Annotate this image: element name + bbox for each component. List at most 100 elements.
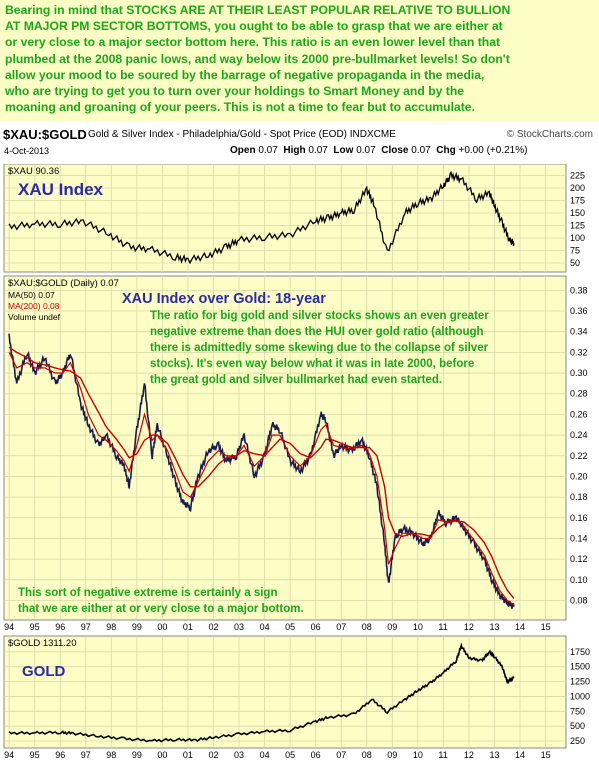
ratio-chart-title: XAU Index over Gold: 18-year <box>122 291 326 307</box>
high-value: 0.07 <box>308 145 328 156</box>
y-tick-label: 200 <box>570 183 585 193</box>
high-label: High <box>283 145 306 156</box>
x-tick-label: 05 <box>285 622 295 632</box>
x-tick-label: 08 <box>362 750 372 760</box>
y-tick-label: 0.22 <box>570 451 588 461</box>
ratio-annotation-line: stocks). It's even way below what it was… <box>150 358 474 370</box>
y-tick-label: 75 <box>570 246 580 256</box>
x-tick-label: 09 <box>387 750 397 760</box>
close-value: 0.07 <box>411 145 431 156</box>
x-tick-label: 99 <box>132 622 142 632</box>
x-tick-label: 96 <box>55 750 65 760</box>
y-tick-label: 750 <box>570 706 585 716</box>
y-tick-label: 100 <box>570 233 585 243</box>
gold-panel-label: $GOLD 1311.20 <box>8 638 76 649</box>
y-tick-label: 0.26 <box>570 409 588 419</box>
ratio-panel-label: $XAU:$GOLD (Daily) 0.07 <box>8 278 119 289</box>
y-tick-label: 0.20 <box>570 471 588 481</box>
x-tick-label: 15 <box>541 750 551 760</box>
chg-value: +0.00 (+0.21%) <box>458 145 528 156</box>
x-tick-label: 02 <box>208 622 218 632</box>
commentary-line: AT MAJOR PM SECTOR BOTTOMS, you ought to… <box>5 19 503 34</box>
x-tick-label: 01 <box>183 622 193 632</box>
y-tick-label: 0.12 <box>570 554 588 564</box>
xau-panel-label: $XAU 90.36 <box>8 166 59 177</box>
y-tick-label: 1250 <box>570 677 590 687</box>
x-tick-label: 00 <box>157 750 167 760</box>
x-tick-label: 13 <box>489 750 499 760</box>
x-tick-label: 12 <box>464 622 474 632</box>
x-tick-label: 99 <box>132 750 142 760</box>
ratio-annotation-line: the great gold and silver bullmarket had… <box>150 374 442 386</box>
chart-header: $XAU:$GOLD Gold & Silver Index - Philade… <box>0 124 599 164</box>
x-tick-label: 15 <box>541 622 551 632</box>
commentary-line: moaning and groaning of your peers. This… <box>5 100 475 115</box>
x-tick-label: 04 <box>260 750 270 760</box>
brand-label[interactable]: © StockCharts.com <box>506 129 593 140</box>
legend-volume: Volume undef <box>8 312 61 322</box>
x-tick-label: 98 <box>106 622 116 632</box>
y-tick-label: 250 <box>570 736 585 746</box>
y-tick-label: 225 <box>570 171 585 181</box>
xau-annotation: XAU Index <box>18 180 104 199</box>
ratio-annotation-line: negative extreme than does the HUI over … <box>150 326 484 338</box>
low-label: Low <box>333 145 354 156</box>
commentary-line: allow your mood to be soured by the barr… <box>5 67 485 82</box>
x-tick-label: 10 <box>413 622 423 632</box>
x-tick-label: 96 <box>55 622 65 632</box>
y-tick-label: 0.38 <box>570 285 588 295</box>
gold-annotation: GOLD <box>22 663 65 680</box>
chg-label: Chg <box>436 145 456 156</box>
x-tick-label: 97 <box>81 622 91 632</box>
x-tick-label: 07 <box>336 750 346 760</box>
x-tick-label: 95 <box>30 622 40 632</box>
x-tick-label: 06 <box>311 750 321 760</box>
x-tick-label: 11 <box>438 750 447 760</box>
ratio-panel: 0.08 0.10 0.12 0.14 0.16 0.18 0.20 0.22 0.24 0.26… <box>3 275 588 632</box>
legend-ma50: MA(50) 0.07 <box>8 290 55 300</box>
quote-bar: Open 0.07 High 0.07 Low 0.07 Close 0.07 … <box>230 145 527 156</box>
bottom-annotation-line: that we are either at or very close to a… <box>18 603 304 615</box>
y-tick-label: 0.10 <box>570 575 588 585</box>
commentary-box: Bearing in mind that STOCKS ARE AT THEIR… <box>0 0 599 121</box>
x-tick-label: 01 <box>183 750 193 760</box>
x-tick-label: 10 <box>413 750 423 760</box>
x-tick-label: 00 <box>157 622 167 632</box>
xau-series-line <box>8 170 515 265</box>
open-value: 0.07 <box>258 145 278 156</box>
x-tick-label: 97 <box>81 750 91 760</box>
y-tick-label: 500 <box>570 721 585 731</box>
y-tick-label: 175 <box>570 196 585 206</box>
x-tick-label: 11 <box>438 622 447 632</box>
x-tick-label: 94 <box>4 622 14 632</box>
y-tick-label: 0.36 <box>570 306 588 316</box>
x-tick-label: 02 <box>208 750 218 760</box>
ratio-series-line <box>8 333 515 609</box>
chart-description: Gold & Silver Index - Philadelphia/Gold … <box>88 129 396 140</box>
x-tick-label: 95 <box>30 750 40 760</box>
y-tick-label: 0.32 <box>570 347 588 357</box>
open-label: Open <box>230 145 256 156</box>
low-value: 0.07 <box>356 145 376 156</box>
ma200-line <box>8 346 515 599</box>
x-tick-label: 05 <box>285 750 295 760</box>
commentary-line: who are trying to get you to turn over y… <box>5 84 465 99</box>
y-tick-label: 0.16 <box>570 513 588 523</box>
x-tick-label: 07 <box>336 622 346 632</box>
x-tick-label: 94 <box>4 750 14 760</box>
y-tick-label: 0.14 <box>570 533 588 543</box>
chart-area: 50 75 100 125 150 175 200 225 $XAU 90.36 XAU In… <box>3 164 590 760</box>
xau-index-panel: 50 75 100 125 150 175 200 225 $XAU 90.36 XAU In… <box>3 164 585 273</box>
x-tick-label: 08 <box>362 622 372 632</box>
y-tick-label: 150 <box>570 208 585 218</box>
y-tick-label: 0.30 <box>570 368 588 378</box>
x-tick-label: 14 <box>515 750 525 760</box>
x-tick-label: 12 <box>464 750 474 760</box>
y-tick-label: 0.34 <box>570 327 588 337</box>
y-tick-label: 1500 <box>570 662 590 672</box>
y-tick-label: 0.28 <box>570 389 588 399</box>
close-label: Close <box>381 145 409 156</box>
bottom-annotation-line: This sort of negative extreme is certain… <box>18 587 277 599</box>
gold-series-line <box>8 642 515 743</box>
x-tick-label: 14 <box>515 622 525 632</box>
